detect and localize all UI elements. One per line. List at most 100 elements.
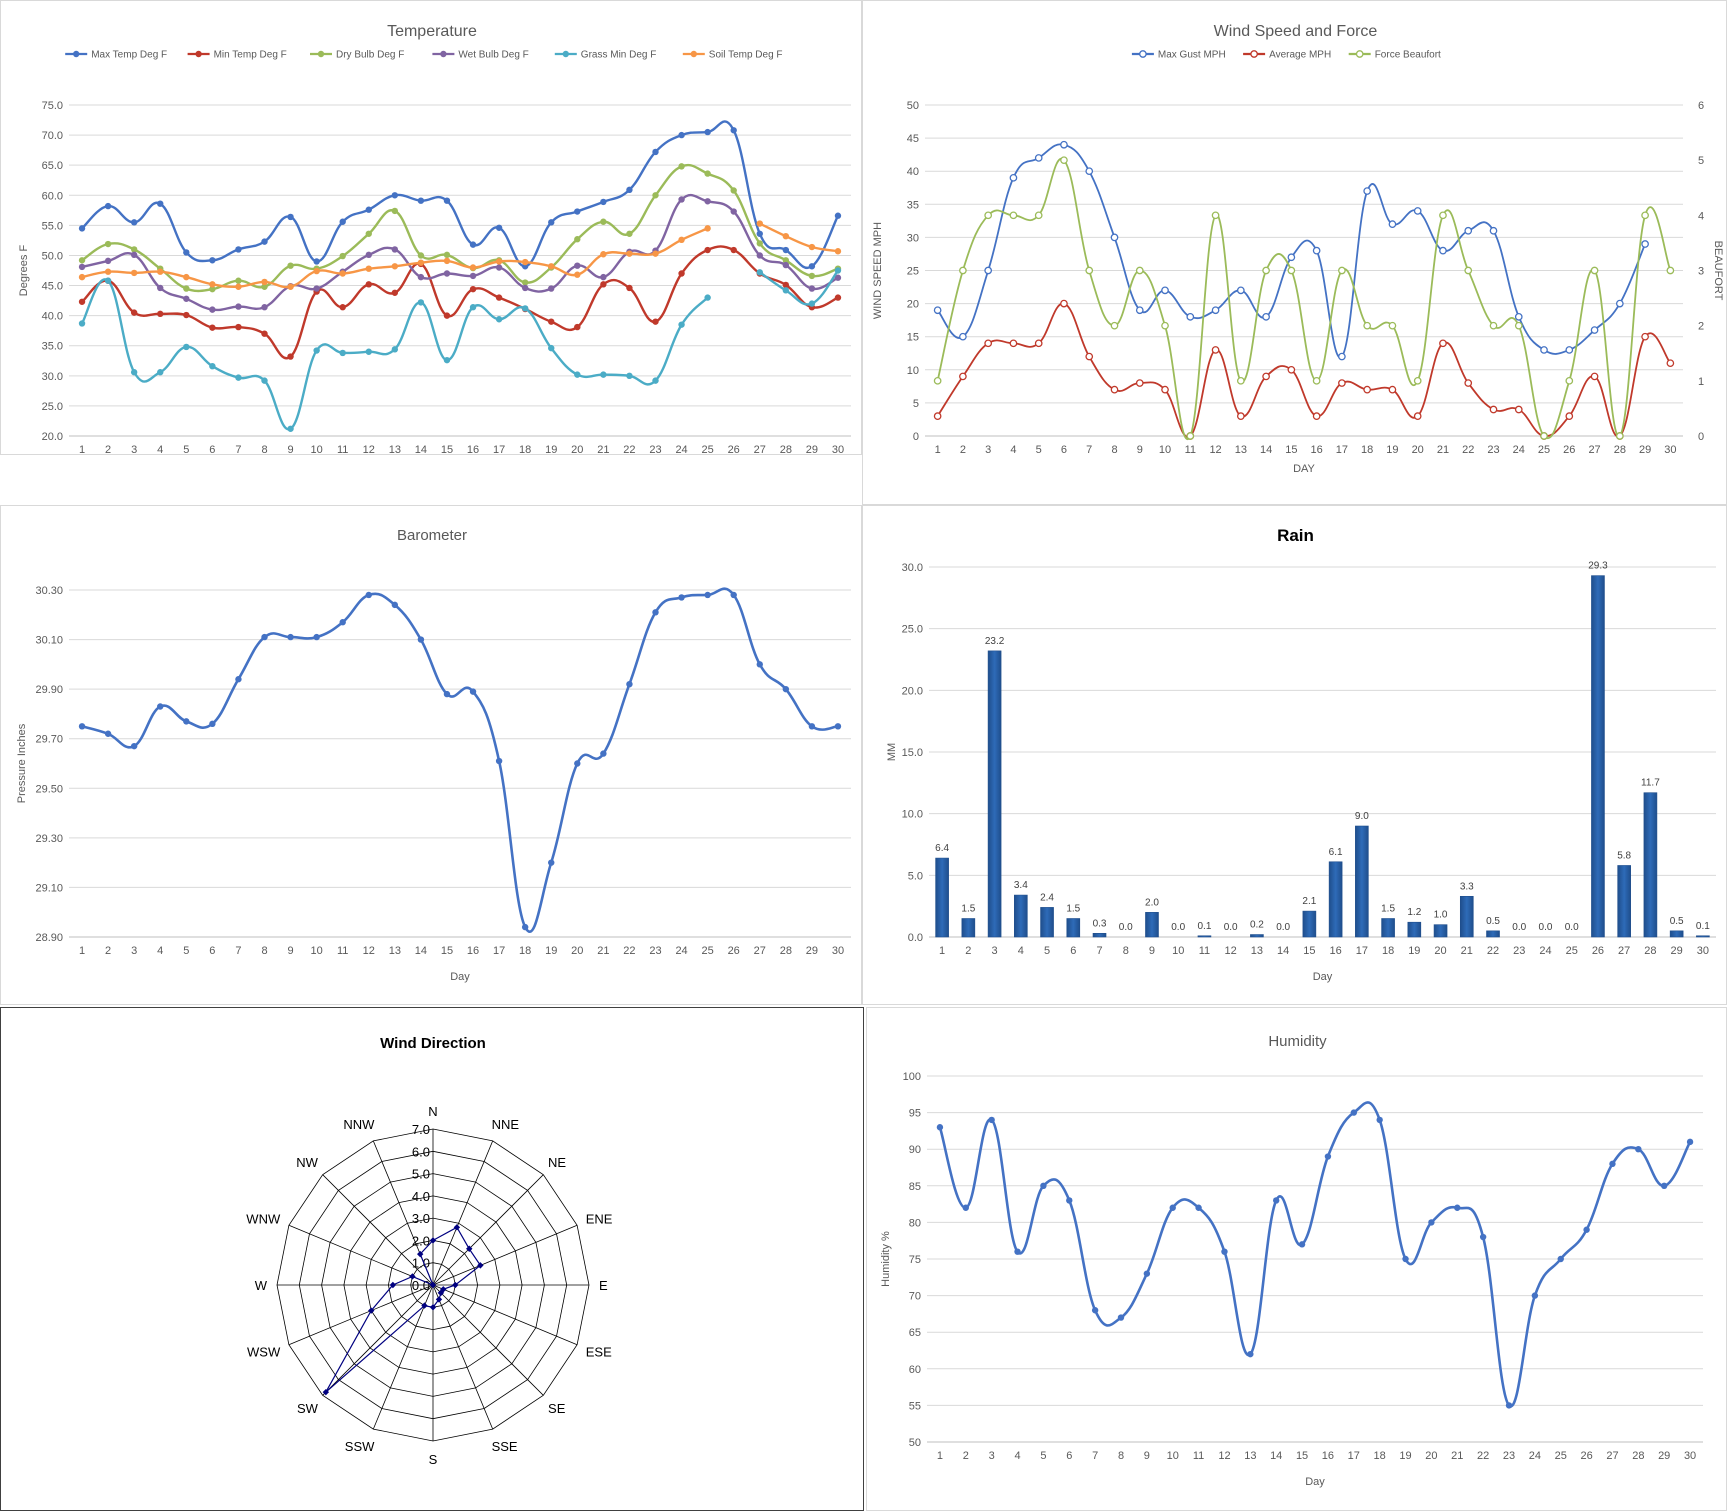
x-tick-label: 14: [415, 945, 427, 957]
y-tick-label: 65.0: [42, 160, 63, 172]
x-tick-label: 30: [1697, 945, 1709, 957]
y-tick-label: 30.30: [35, 585, 63, 597]
data-point-max-gust-mph: [984, 266, 993, 275]
data-point-soil-temp-deg-f: [78, 273, 86, 281]
x-tick-label: 23: [1513, 945, 1525, 957]
x-tick-label: 20: [1425, 1450, 1437, 1462]
data-point-grass-min-deg-f: [834, 267, 842, 274]
y-tick-label: 50: [907, 100, 919, 112]
x-tick-label: 25: [1555, 1450, 1567, 1462]
rain-bar: [1433, 924, 1448, 938]
y-tick-label: 20.0: [42, 431, 63, 443]
data-point-barometer: [548, 859, 555, 866]
data-point-force-beaufort: [1439, 211, 1447, 220]
data-point-force-beaufort: [1489, 321, 1498, 330]
data-point-grass-min-deg-f: [782, 287, 790, 294]
x-tick-label: 4: [157, 945, 163, 957]
direction-label-nne: NNE: [492, 1117, 520, 1132]
data-point-wet-bulb-deg-f: [495, 264, 503, 271]
bar-data-label: 0.1: [1696, 921, 1710, 932]
x-tick-label: 17: [1336, 444, 1348, 456]
data-point-min-temp-deg-f: [834, 294, 842, 301]
humidity-chart-panel: Humidity 50 55 60 65 70 75 80 85 90 95 100 1 2 3 4 5 6 7 8 9…: [866, 1007, 1727, 1511]
data-point-barometer: [600, 750, 607, 757]
data-point-wet-bulb-deg-f: [469, 272, 477, 280]
bar-data-label: 0.0: [1512, 922, 1526, 933]
barometer-chart-panel: Barometer 28.90 29.10 29.30 29.50 29.70 29.90 3…: [0, 505, 862, 1005]
data-point-max-temp-deg-f: [495, 224, 503, 231]
data-point-barometer: [261, 633, 268, 641]
data-point-soil-temp-deg-f: [209, 281, 216, 288]
data-point-average-mph: [1590, 372, 1599, 381]
data-point-average-mph: [1565, 412, 1574, 420]
radar-tick-label: 2.0: [412, 1233, 430, 1248]
data-point-grass-min-deg-f: [339, 349, 346, 357]
data-point-humidity: [1454, 1204, 1461, 1211]
y-tick-label: 15: [907, 332, 919, 344]
data-point-min-temp-deg-f: [391, 289, 399, 296]
data-point-wet-bulb-deg-f: [417, 273, 425, 281]
data-point-max-temp-deg-f: [287, 213, 294, 221]
data-point-max-gust-mph: [1312, 246, 1321, 255]
y2-tick-label: 4: [1698, 210, 1704, 222]
x-tick-label: 3: [992, 945, 998, 957]
direction-label-ssw: SSW: [345, 1439, 375, 1454]
y-tick-label: 5: [913, 398, 919, 410]
radar-spoke: [432, 1174, 544, 1286]
data-point-min-temp-deg-f: [548, 318, 555, 325]
data-point-dry-bulb-deg-f: [652, 192, 659, 199]
y-tick-label: 30.0: [42, 371, 63, 383]
data-point-min-temp-deg-f: [678, 270, 685, 277]
data-point-max-gust-mph: [933, 306, 942, 315]
x-tick-label: 13: [389, 444, 401, 455]
data-point-humidity: [1324, 1153, 1332, 1160]
rain-bar: [987, 650, 1002, 938]
data-point-max-gust-mph: [1514, 312, 1523, 321]
x-tick-label: 13: [1244, 1450, 1256, 1462]
data-point-min-temp-deg-f: [183, 311, 190, 319]
x-tick-label: 9: [288, 945, 294, 957]
data-point-min-temp-deg-f: [235, 323, 242, 331]
x-tick-label: 10: [1167, 1450, 1179, 1462]
data-point-dry-bulb-deg-f: [782, 257, 790, 264]
data-point-soil-temp-deg-f: [365, 265, 372, 272]
x-tick-label: 17: [493, 945, 505, 957]
data-point-wet-bulb-deg-f: [235, 303, 242, 310]
data-point-humidity: [962, 1204, 969, 1211]
rain-bar: [1355, 825, 1369, 938]
x-tick-label: 1: [79, 444, 85, 455]
x-tick-label: 11: [1193, 1450, 1204, 1462]
data-point-average-mph: [1413, 412, 1422, 420]
data-point-max-gust-mph: [1110, 233, 1119, 242]
x-tick-label: 24: [1529, 1450, 1541, 1462]
data-point-dry-bulb-deg-f: [287, 262, 294, 269]
data-point-barometer: [808, 723, 816, 730]
data-point-humidity: [1014, 1248, 1021, 1255]
rain-bar: [1591, 575, 1605, 938]
data-point-humidity: [1143, 1270, 1151, 1277]
y-tick-label: 90: [909, 1144, 921, 1156]
x-tick-label: 4: [1010, 444, 1016, 456]
data-point-max-temp-deg-f: [209, 257, 216, 264]
bar-data-label: 5.8: [1617, 850, 1631, 861]
legend-marker-max-gust-mph: [1139, 50, 1147, 58]
data-point-wet-bulb-deg-f: [808, 285, 816, 292]
legend-label-max-temp-deg-f: Max Temp Deg F: [91, 50, 167, 61]
data-point-force-beaufort: [1135, 266, 1144, 275]
bar-data-label: 9.0: [1355, 811, 1369, 822]
data-point-max-temp-deg-f: [365, 206, 372, 213]
data-point-force-beaufort: [1565, 376, 1574, 385]
data-point-wind-direction: [322, 1388, 330, 1396]
legend-marker-soil-temp-deg-f: [690, 50, 697, 58]
x-tick-label: 26: [1592, 945, 1604, 957]
data-point-average-mph: [1085, 352, 1094, 361]
y-tick-label: 40: [907, 166, 919, 178]
data-point-grass-min-deg-f: [548, 344, 555, 352]
x-tick-label: 14: [1260, 444, 1272, 456]
series-line-max-gust-mph: [936, 143, 1646, 359]
legend-label-max-gust-mph: Max Gust MPH: [1158, 50, 1226, 61]
x-tick-label: 15: [441, 444, 453, 455]
temperature-chart: Temperature 20.0 25.0 30.0 35.0 40.0 45.0 50.0 5…: [18, 23, 851, 455]
x-tick-label: 20: [1412, 444, 1424, 456]
